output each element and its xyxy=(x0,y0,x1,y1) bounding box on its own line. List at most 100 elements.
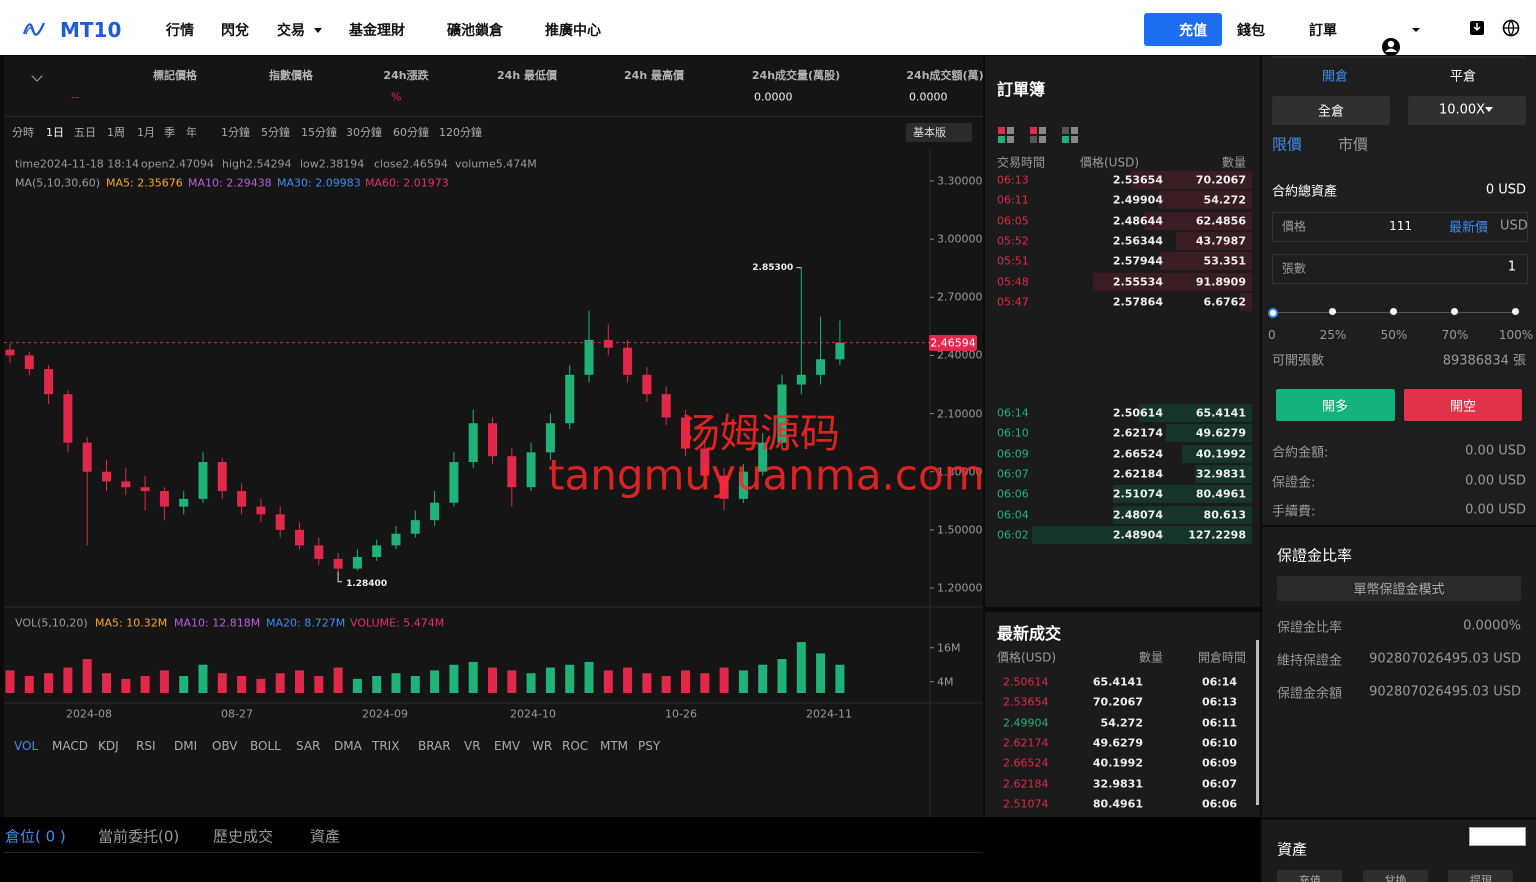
period-button[interactable]: 1日 xyxy=(46,126,64,139)
sell-button[interactable] xyxy=(1404,389,1522,421)
book-price[interactable]: 2.51074 xyxy=(1112,487,1163,501)
trades-scrollbar xyxy=(1256,640,1259,805)
interval-button[interactable]: 1分鐘 xyxy=(221,126,250,139)
book-price[interactable]: 2.56344 xyxy=(1112,234,1163,248)
order-type-tab[interactable]: 限價 xyxy=(1272,135,1303,154)
book-view-icon xyxy=(1062,136,1069,143)
margin-mode[interactable]: 單幣保證金模式 xyxy=(1353,582,1445,598)
book-price[interactable]: 2.66524 xyxy=(1112,447,1163,461)
book-price[interactable]: 2.57864 xyxy=(1112,295,1163,309)
nav-item[interactable]: 行情 xyxy=(166,23,194,39)
book-price[interactable]: 2.48904 xyxy=(1112,528,1163,542)
candle-body xyxy=(121,481,131,488)
margin-mode-button[interactable] xyxy=(1272,96,1390,125)
indicator-tab[interactable]: DMI xyxy=(174,739,198,753)
indicator-tab[interactable]: OBV xyxy=(212,739,238,753)
interval-button[interactable]: 120分鐘 xyxy=(439,126,482,139)
book-amount: 62.4856 xyxy=(1195,214,1246,228)
buy-button[interactable] xyxy=(1276,389,1395,421)
interval-button[interactable]: 60分鐘 xyxy=(393,126,429,139)
slider-label[interactable]: 0 xyxy=(1268,328,1276,342)
indicator-tab[interactable]: MTM xyxy=(600,739,629,753)
indicator-tab[interactable]: RSI xyxy=(136,739,156,753)
bottom-tab[interactable]: 資產 xyxy=(310,827,341,846)
nav-orders[interactable]: 訂單 xyxy=(1309,23,1337,39)
period-button[interactable]: 分時 xyxy=(12,126,34,139)
column-header: 開倉時間 xyxy=(1197,650,1246,665)
period-button[interactable]: 五日 xyxy=(74,126,96,139)
book-price[interactable]: 2.50614 xyxy=(1112,406,1163,420)
nav-wallet[interactable]: 錢包 xyxy=(1237,23,1265,39)
depth-bar xyxy=(1182,444,1252,463)
deposit-button[interactable] xyxy=(1144,13,1222,46)
order-type-tab[interactable]: 市價 xyxy=(1338,135,1369,154)
qty-input[interactable] xyxy=(1272,254,1528,284)
nav-item[interactable]: 交易 xyxy=(277,23,305,39)
trade-tab[interactable]: 開倉 xyxy=(1321,69,1349,85)
interval-button[interactable]: 15分鐘 xyxy=(301,126,337,139)
candle-body xyxy=(526,452,536,488)
bottom-tab[interactable]: 歷史成交 xyxy=(213,827,274,846)
version-label[interactable]: 基本版 xyxy=(913,126,946,139)
slider-label[interactable]: 25% xyxy=(1319,328,1347,342)
slider-label[interactable]: 70% xyxy=(1441,328,1469,342)
slider-label[interactable]: 100% xyxy=(1498,328,1534,342)
nav-item[interactable]: 礦池鎖倉 xyxy=(447,23,503,39)
indicator-tab[interactable]: DMA xyxy=(334,739,362,753)
book-price[interactable]: 2.55534 xyxy=(1112,275,1163,288)
latest-price-link[interactable]: 最新價 xyxy=(1449,220,1489,236)
candle-body xyxy=(410,520,420,534)
bottom-tab[interactable]: 倉位( 0 ) xyxy=(5,827,66,846)
indicator-tab[interactable]: PSY xyxy=(638,739,661,753)
margin-mode-label[interactable]: 全倉 xyxy=(1317,104,1345,120)
period-button[interactable]: 1月 xyxy=(137,126,155,139)
sell-label[interactable]: 開空 xyxy=(1449,399,1477,415)
indicator-tab[interactable]: WR xyxy=(532,739,553,753)
slider-label[interactable]: 50% xyxy=(1380,328,1408,342)
book-price[interactable]: 2.62184 xyxy=(1112,467,1163,481)
assets-button-label[interactable]: 提現 xyxy=(1470,874,1492,882)
book-price[interactable]: 2.48074 xyxy=(1112,508,1163,521)
indicator-tab[interactable]: KDJ xyxy=(98,739,119,753)
candle-body xyxy=(256,506,266,515)
candle-body xyxy=(333,558,343,569)
indicator-tab[interactable]: TRIX xyxy=(372,739,400,753)
period-button[interactable]: 季 xyxy=(164,126,175,139)
qty-value[interactable]: 1 xyxy=(1507,259,1516,275)
indicator-tab[interactable]: ROC xyxy=(562,739,589,753)
period-button[interactable]: 年 xyxy=(186,126,197,139)
assets-button-label[interactable]: 充值 xyxy=(1299,874,1321,882)
indicator-tab[interactable]: VR xyxy=(464,739,481,753)
interval-button[interactable]: 30分鐘 xyxy=(346,126,382,139)
y-tick-label: 2.10000 xyxy=(937,407,983,421)
book-price[interactable]: 2.57944 xyxy=(1112,254,1163,268)
total-assets-value: 0 USD xyxy=(1485,182,1526,198)
price-input[interactable] xyxy=(1272,212,1528,242)
trade-tab[interactable]: 平倉 xyxy=(1449,69,1477,85)
price-value[interactable]: 111 xyxy=(1389,219,1412,233)
period-button[interactable]: 1周 xyxy=(107,126,125,139)
assets-button xyxy=(1448,870,1513,882)
margin-mode-box[interactable] xyxy=(1277,576,1521,601)
book-price[interactable]: 2.62174 xyxy=(1112,426,1163,440)
book-price[interactable]: 2.53654 xyxy=(1112,173,1163,187)
nav-item[interactable]: 推廣中心 xyxy=(545,23,601,39)
deposit-label[interactable]: 充值 xyxy=(1179,23,1207,39)
leverage-label[interactable]: 10.00X xyxy=(1438,102,1486,118)
indicator-tab[interactable]: MACD xyxy=(52,739,88,753)
indicator-tab[interactable]: EMV xyxy=(494,739,521,753)
indicator-tab[interactable]: BRAR xyxy=(418,739,451,753)
assets-button-label[interactable]: 兌換 xyxy=(1384,874,1407,882)
indicator-tab[interactable]: VOL xyxy=(14,739,39,753)
book-price[interactable]: 2.49904 xyxy=(1112,193,1163,207)
indicator-tab[interactable]: SAR xyxy=(296,739,321,753)
indicator-tab[interactable]: BOLL xyxy=(250,739,281,753)
volume-bar xyxy=(159,670,169,693)
buy-label[interactable]: 開多 xyxy=(1321,399,1349,415)
leverage-button[interactable] xyxy=(1408,96,1526,125)
book-price[interactable]: 2.48644 xyxy=(1112,214,1163,228)
nav-item[interactable]: 閃兌 xyxy=(221,23,249,39)
interval-button[interactable]: 5分鐘 xyxy=(261,126,290,139)
nav-item[interactable]: 基金理財 xyxy=(349,23,405,39)
bottom-tab[interactable]: 當前委托(0) xyxy=(98,827,180,846)
